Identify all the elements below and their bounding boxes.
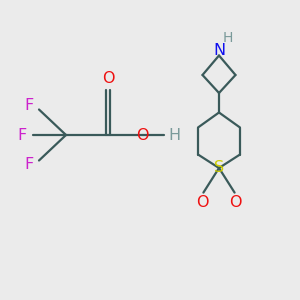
Text: O: O <box>229 195 242 210</box>
Text: F: F <box>25 157 34 172</box>
Text: F: F <box>17 128 26 142</box>
Text: H: H <box>169 128 181 142</box>
Text: O: O <box>136 128 149 142</box>
Text: O: O <box>102 71 114 86</box>
Text: F: F <box>25 98 34 113</box>
Text: O: O <box>196 195 209 210</box>
Text: N: N <box>213 44 225 59</box>
Text: H: H <box>222 31 233 45</box>
Text: S: S <box>214 160 224 175</box>
